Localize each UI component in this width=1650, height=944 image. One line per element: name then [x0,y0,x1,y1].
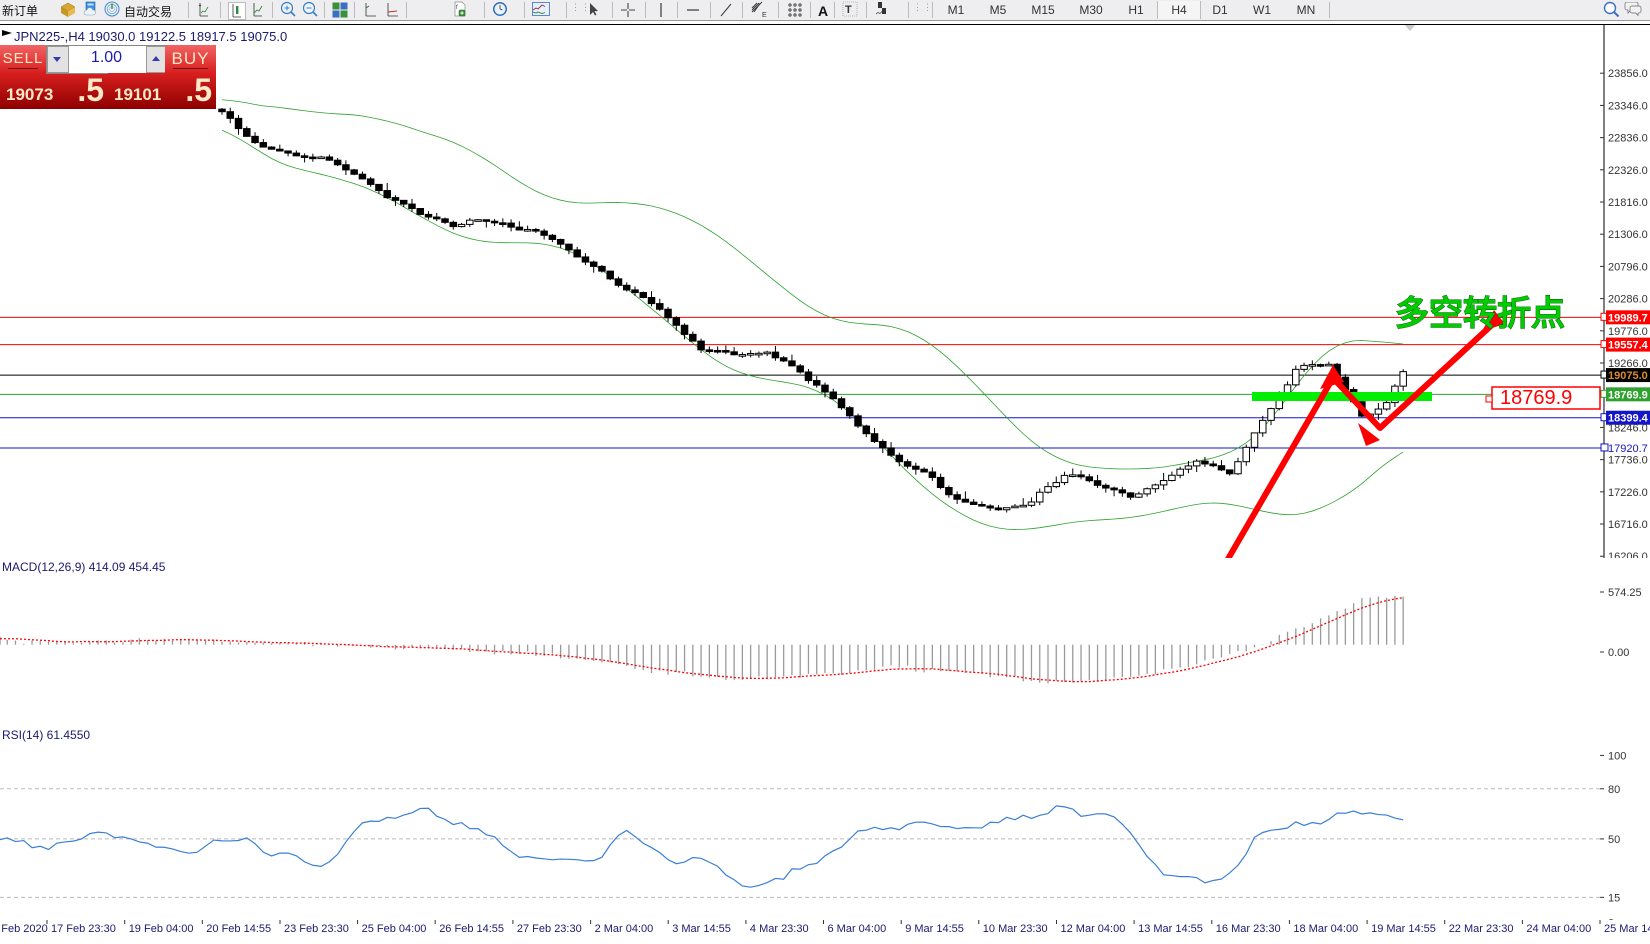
svg-text:25 Mar 14:55: 25 Mar 14:55 [1604,923,1650,935]
svg-text:E: E [762,12,767,18]
svg-text:23 Feb 23:30: 23 Feb 23:30 [284,923,349,935]
svg-text:3 Mar 14:55: 3 Mar 14:55 [672,923,731,935]
svg-text:13 Mar 14:55: 13 Mar 14:55 [1138,923,1203,935]
svg-text:574.25: 574.25 [1608,587,1642,599]
svg-text:23856.0: 23856.0 [1608,68,1648,80]
svg-text:22836.0: 22836.0 [1608,133,1648,145]
svg-text:20286.0: 20286.0 [1608,294,1648,306]
svg-text:50: 50 [1608,834,1620,846]
svg-text:17736.0: 17736.0 [1608,455,1648,467]
svg-text:4 Mar 23:30: 4 Mar 23:30 [750,923,809,935]
svg-text:80: 80 [1608,784,1620,796]
svg-text:19557.4: 19557.4 [1608,340,1649,352]
svg-text:17226.0: 17226.0 [1608,487,1648,499]
svg-text:100: 100 [1608,750,1626,762]
svg-text:19 Feb 04:00: 19 Feb 04:00 [129,923,194,935]
svg-text:6 Mar 04:00: 6 Mar 04:00 [828,923,887,935]
svg-text:15: 15 [1608,892,1620,904]
svg-text:T: T [845,4,852,16]
svg-text:10 Mar 23:30: 10 Mar 23:30 [983,923,1048,935]
svg-text:9 Mar 14:55: 9 Mar 14:55 [905,923,964,935]
svg-text:24 Feb 2020: 24 Feb 2020 [0,923,48,935]
svg-text:12 Mar 04:00: 12 Mar 04:00 [1061,923,1126,935]
svg-text:27 Feb 23:30: 27 Feb 23:30 [517,923,582,935]
svg-text:17920.7: 17920.7 [1608,443,1648,455]
svg-text:26 Feb 14:55: 26 Feb 14:55 [439,923,504,935]
svg-text:2 Mar 04:00: 2 Mar 04:00 [595,923,654,935]
svg-text:18 Mar 04:00: 18 Mar 04:00 [1293,923,1358,935]
svg-text:16 Mar 23:30: 16 Mar 23:30 [1216,923,1281,935]
svg-text:19776.0: 19776.0 [1608,326,1648,338]
svg-text:20796.0: 20796.0 [1608,261,1648,273]
svg-text:多空转折点: 多空转折点 [1395,295,1565,333]
svg-text:19989.7: 19989.7 [1608,312,1648,324]
svg-text:21816.0: 21816.0 [1608,197,1648,209]
svg-text:18769.9: 18769.9 [1500,387,1572,409]
svg-text:22326.0: 22326.0 [1608,165,1648,177]
svg-text:23346.0: 23346.0 [1608,100,1648,112]
svg-text:0.00: 0.00 [1608,647,1629,659]
svg-text:22 Mar 23:30: 22 Mar 23:30 [1449,923,1514,935]
svg-text:18246.0: 18246.0 [1608,422,1648,434]
svg-text:20 Feb 14:55: 20 Feb 14:55 [206,923,271,935]
svg-text:18769.9: 18769.9 [1608,389,1648,401]
svg-text:21306.0: 21306.0 [1608,229,1648,241]
svg-text:19 Mar 14:55: 19 Mar 14:55 [1371,923,1436,935]
svg-text:17 Feb 23:30: 17 Feb 23:30 [51,923,116,935]
svg-text:19075.0: 19075.0 [1608,370,1648,382]
svg-text:25 Feb 04:00: 25 Feb 04:00 [362,923,427,935]
svg-text:24 Mar 04:00: 24 Mar 04:00 [1526,923,1591,935]
svg-text:16716.0: 16716.0 [1608,519,1648,531]
